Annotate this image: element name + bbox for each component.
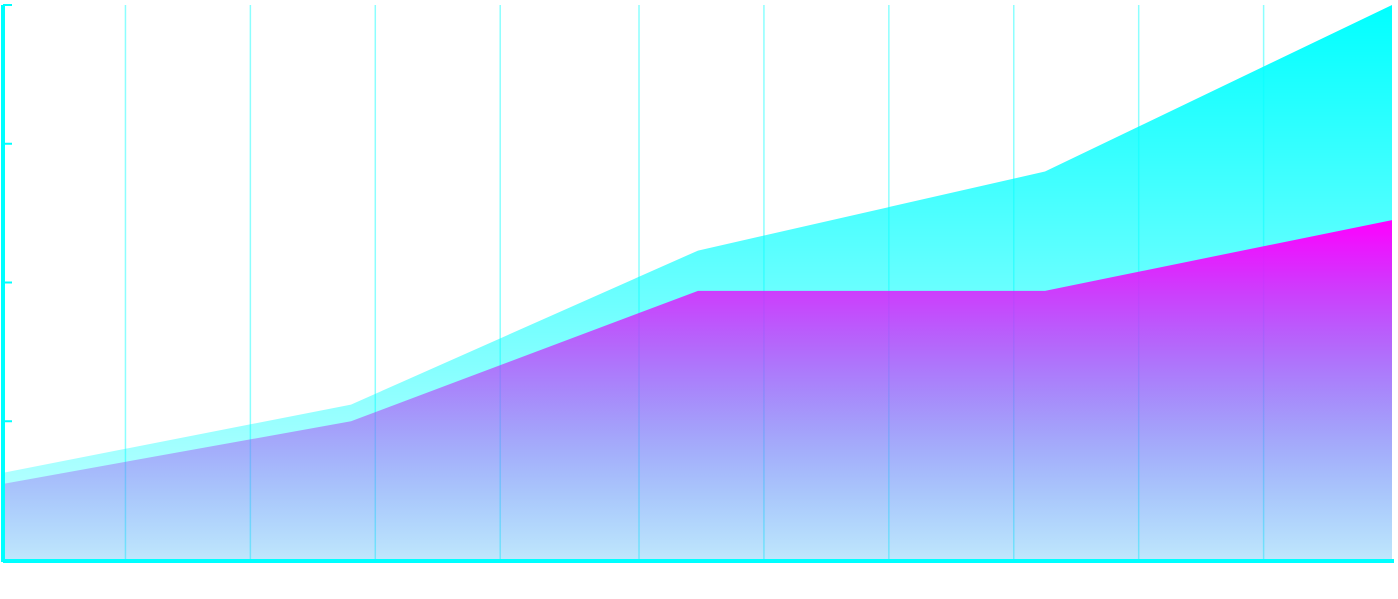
area [4, 220, 1392, 560]
